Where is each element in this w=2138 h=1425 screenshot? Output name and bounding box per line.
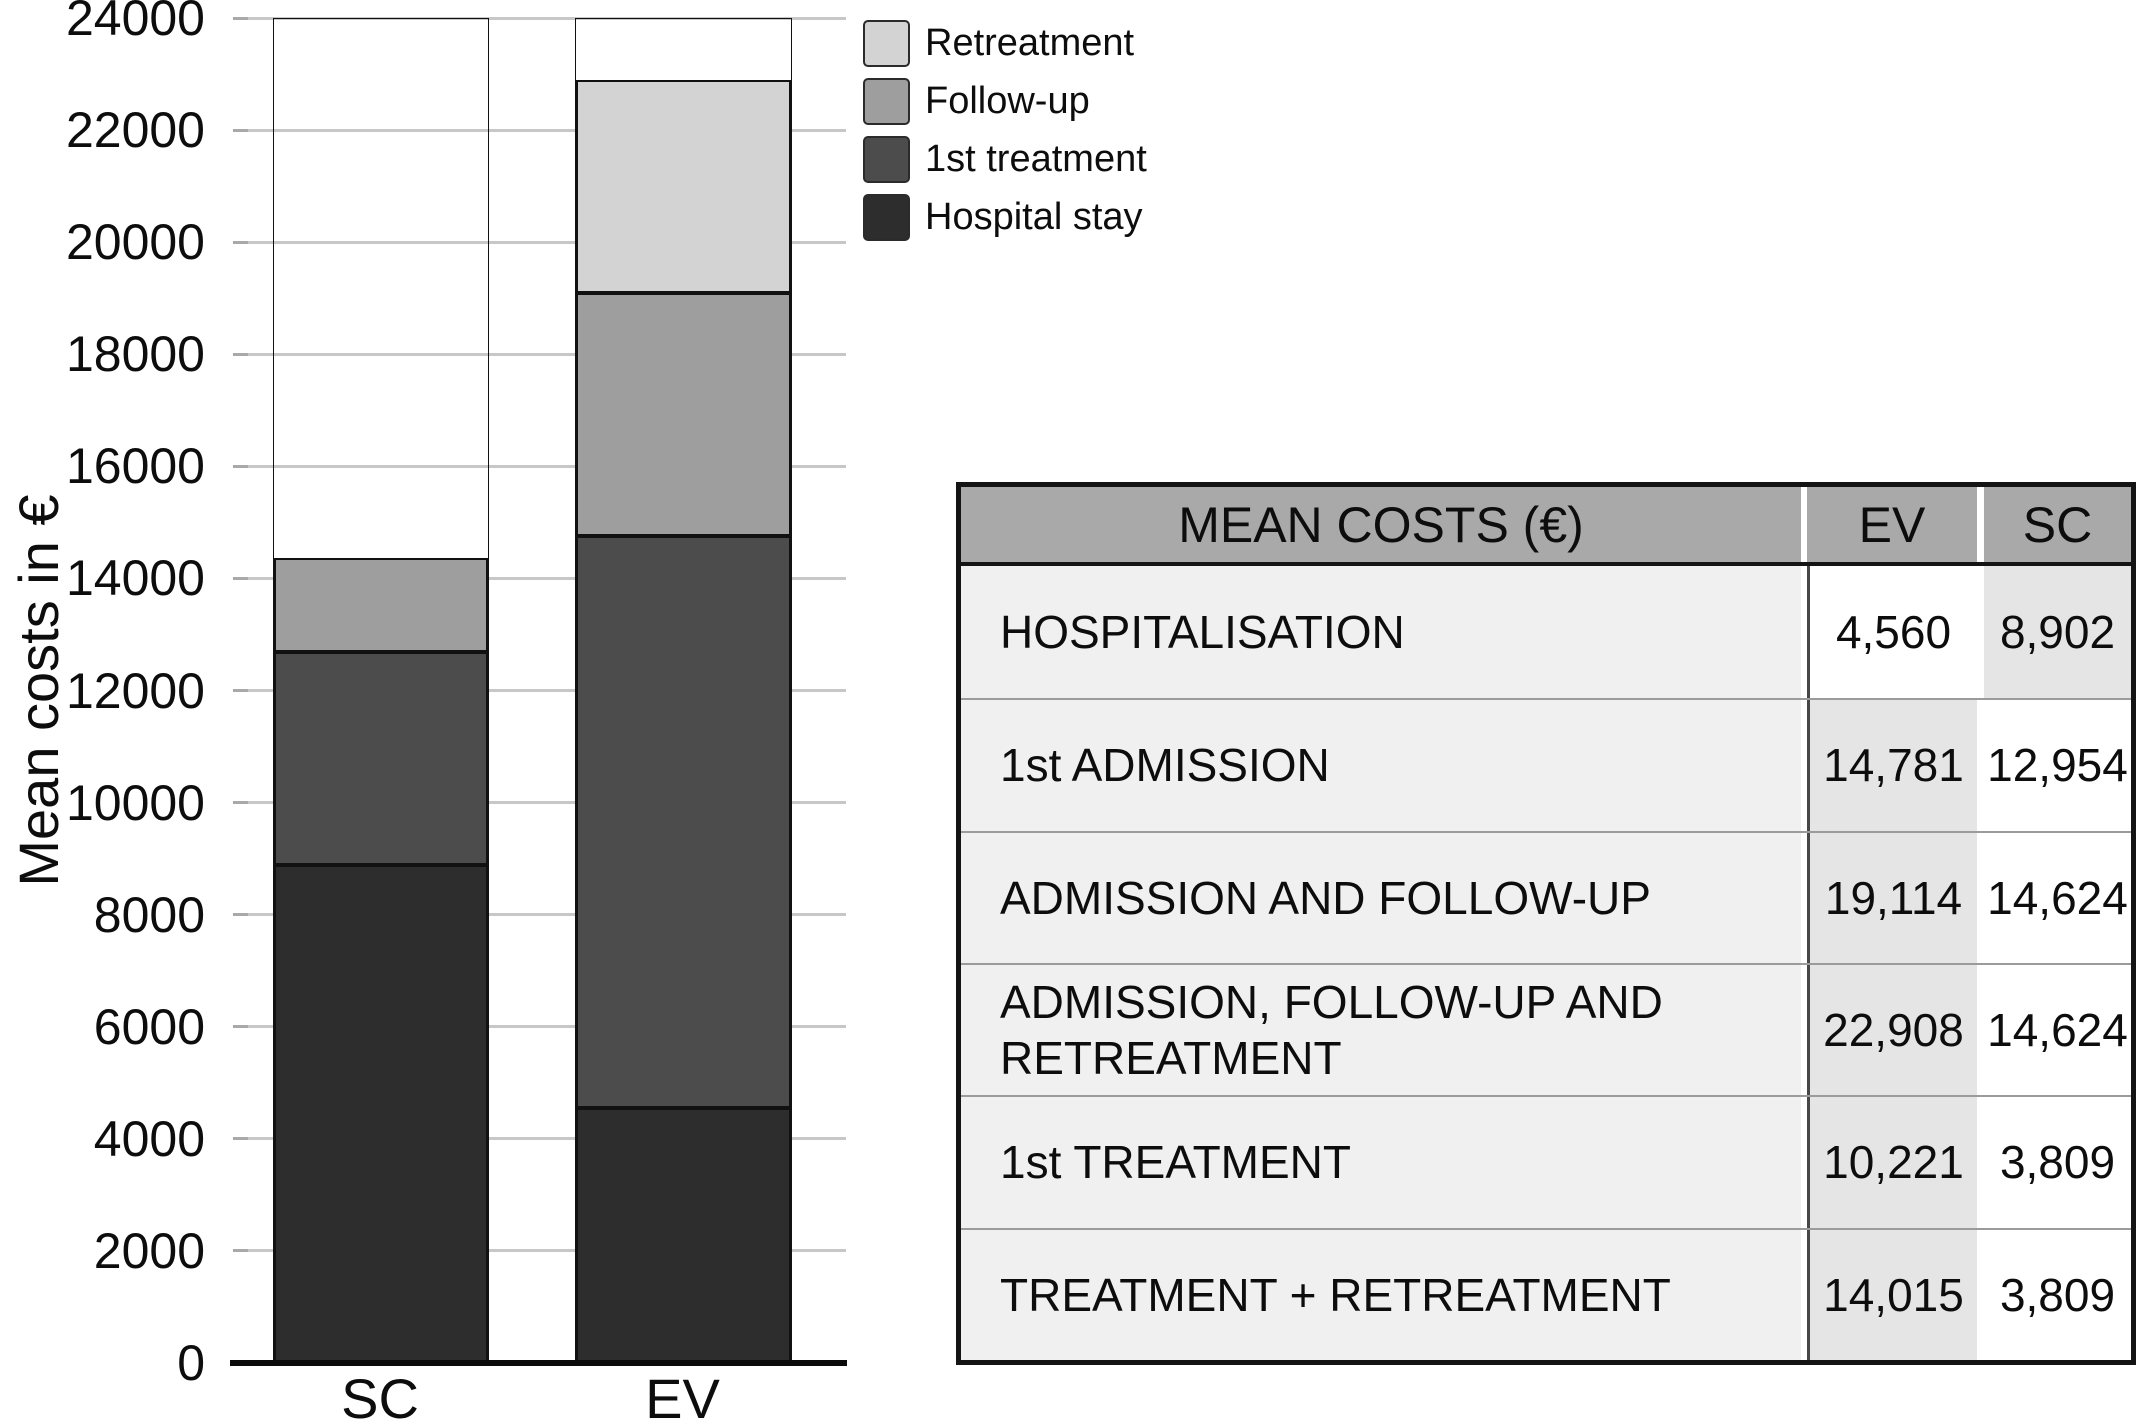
table-header-title: MEAN COSTS (€) <box>961 487 1801 562</box>
table-cell-label: ADMISSION, FOLLOW-UP AND RETREATMENT <box>961 964 1801 1096</box>
table-cell-gap <box>1801 487 1807 562</box>
legend-item-1st-treatment: 1st treatment <box>863 136 1147 183</box>
bar-segment-ev-1st-treatment <box>576 535 791 1109</box>
table-cell-sc-value: 3,809 <box>1984 1229 2131 1360</box>
y-tick-label-24000: 24000 <box>65 0 205 46</box>
legend: Retreatment Follow-up 1st treatment Hospita… <box>863 20 1147 241</box>
table-row-admission-follow-up-and-retreatment: ADMISSION, FOLLOW-UP AND RETREATMENT 22,9… <box>961 962 2131 1096</box>
gridline-6000 <box>233 1025 846 1029</box>
gridline-8000 <box>233 913 846 917</box>
table-header-ev: EV <box>1807 487 1977 562</box>
legend-label: Follow-up <box>925 80 1090 122</box>
legend-swatch-follow-up <box>863 78 910 125</box>
y-tick-label-6000: 6000 <box>93 998 205 1055</box>
y-tick-label-16000: 16000 <box>65 438 205 495</box>
legend-label: Retreatment <box>925 22 1135 64</box>
y-tick-label-4000: 4000 <box>93 1110 205 1167</box>
table-cell-gap <box>1801 832 1807 963</box>
table-cell-label: ADMISSION AND FOLLOW-UP <box>961 832 1801 963</box>
legend-swatch-1st-treatment <box>863 136 910 183</box>
gridline-12000 <box>233 689 846 692</box>
table-cell-gap <box>1977 1097 1984 1228</box>
legend-label: Hospital stay <box>925 196 1143 238</box>
gridline-18000 <box>233 352 846 356</box>
plot-area <box>233 16 846 1365</box>
gridline-16000 <box>233 464 846 468</box>
gridline-4000 <box>233 1137 846 1141</box>
legend-label: 1st treatment <box>925 138 1147 180</box>
y-tick-label-0: 0 <box>177 1335 205 1391</box>
table-cell-ev-value: 14,015 <box>1807 1229 1977 1360</box>
gridline-10000 <box>233 801 846 805</box>
table-cell-gap <box>1801 1097 1807 1228</box>
y-tick-label-10000: 10000 <box>65 774 205 831</box>
table-cell-gap <box>1977 964 1984 1096</box>
table-header-sc: SC <box>1984 487 2131 562</box>
legend-item-follow-up: Follow-up <box>863 78 1147 125</box>
table-row-hospitalisation: HOSPITALISATION 4,560 8,902 <box>961 566 2131 699</box>
table-cell-sc-value: 8,902 <box>1984 566 2131 699</box>
table-cell-label: HOSPITALISATION <box>961 566 1801 699</box>
table-cell-gap <box>1977 832 1984 963</box>
y-tick-label-12000: 12000 <box>65 662 205 719</box>
table-cell-gap <box>1801 566 1807 699</box>
legend-swatch-hospital-stay <box>863 194 910 241</box>
y-tick-label-18000: 18000 <box>65 326 205 383</box>
table-cell-label: 1st ADMISSION <box>961 700 1801 831</box>
mean-costs-table: MEAN COSTS (€) EV SC HOSPITALISATION 4,56… <box>956 482 2136 1365</box>
table-cell-ev-value: 22,908 <box>1807 964 1977 1096</box>
bar-segment-ev-hospital-stay <box>576 1108 791 1364</box>
table-cell-sc-value: 14,624 <box>1984 832 2131 963</box>
gridline-2000 <box>233 1249 846 1253</box>
gridline-20000 <box>233 240 846 244</box>
x-axis-label-sc: SC <box>341 1367 419 1425</box>
legend-swatch-retreatment <box>863 20 910 67</box>
bar-sc <box>273 18 489 1365</box>
table-cell-ev-value: 4,560 <box>1807 566 1977 699</box>
table-cell-gap <box>1801 964 1807 1096</box>
bar-segment-ev-follow-up <box>576 292 791 536</box>
table-cell-sc-value: 14,624 <box>1984 964 2131 1096</box>
gridline-24000 <box>233 16 846 20</box>
table-cell-gap <box>1977 700 1984 831</box>
table-cell-label: TREATMENT + RETREATMENT <box>961 1229 1801 1360</box>
table-row-admission-and-follow-up: ADMISSION AND FOLLOW-UP 19,114 14,624 <box>961 830 2131 963</box>
gridline-22000 <box>233 128 846 132</box>
y-tick-label-14000: 14000 <box>65 550 205 607</box>
table-body: HOSPITALISATION 4,560 8,902 1st ADMISSION 14… <box>961 566 2131 1360</box>
bar-segment-sc-1st-treatment <box>274 651 488 866</box>
table-cell-ev-value: 19,114 <box>1807 832 1977 963</box>
gridline-14000 <box>233 576 846 580</box>
y-tick-label-2000: 2000 <box>93 1222 205 1279</box>
y-tick-label-22000: 22000 <box>65 102 205 159</box>
table-cell-gap <box>1977 487 1984 562</box>
y-tick-label-20000: 20000 <box>65 214 205 271</box>
y-axis-tick-labels: 24000 22000 20000 18000 16000 14000 12000 10000… <box>0 0 205 1390</box>
bar-ev <box>575 18 792 1365</box>
bar-segment-ev-retreatment <box>576 80 791 293</box>
table-cell-gap <box>1977 566 1984 699</box>
table-cell-sc-value: 12,954 <box>1984 700 2131 831</box>
table-header-row: MEAN COSTS (€) EV SC <box>961 487 2131 566</box>
bar-segment-sc-hospital-stay <box>274 865 488 1364</box>
legend-item-hospital-stay: Hospital stay <box>863 194 1147 241</box>
table-cell-sc-value: 3,809 <box>1984 1097 2131 1228</box>
table-row-1st-admission: 1st ADMISSION 14,781 12,954 <box>961 698 2131 831</box>
table-cell-gap <box>1977 1229 1984 1360</box>
table-cell-ev-value: 10,221 <box>1807 1097 1977 1228</box>
table-row-1st-treatment: 1st TREATMENT 10,221 3,809 <box>961 1095 2131 1228</box>
table-cell-gap <box>1801 1229 1807 1360</box>
table-cell-ev-value: 14,781 <box>1807 700 1977 831</box>
x-axis-line <box>230 1360 847 1366</box>
x-axis-label-ev: EV <box>645 1367 720 1425</box>
table-cell-label: 1st TREATMENT <box>961 1097 1801 1228</box>
table-cell-gap <box>1801 700 1807 831</box>
y-tick-label-8000: 8000 <box>93 886 205 943</box>
bar-segment-sc-follow-up <box>274 558 488 652</box>
table-row-treatment-retreatment: TREATMENT + RETREATMENT 14,015 3,809 <box>961 1227 2131 1360</box>
legend-item-retreatment: Retreatment <box>863 20 1147 67</box>
